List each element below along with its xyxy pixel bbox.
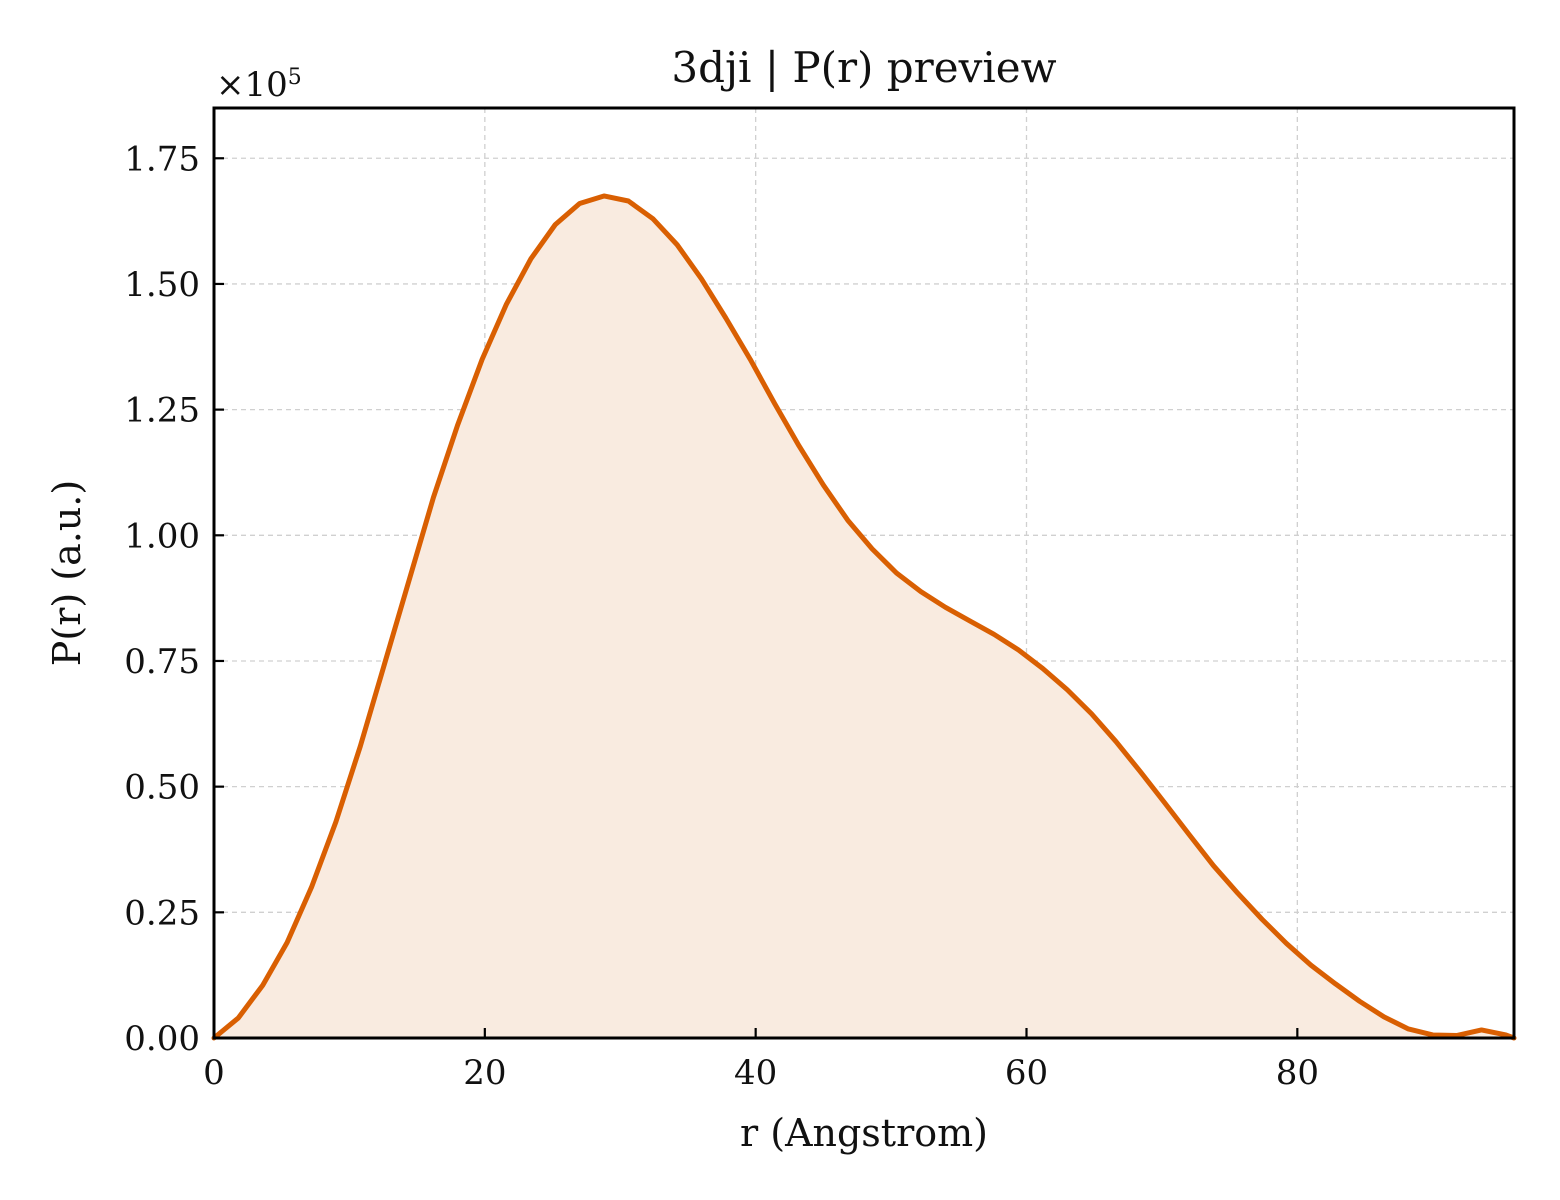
y-tick-label: 1.25: [124, 391, 200, 431]
y-tick-label: 1.50: [124, 265, 200, 305]
plot-layer: [214, 196, 1514, 1038]
y-axis-label: P(r) (a.u.): [45, 480, 89, 666]
y-tick-label: 0.50: [124, 768, 200, 808]
x-tick-label: 60: [1005, 1053, 1048, 1093]
y-offset-label: ×105: [216, 65, 302, 106]
x-tick-label: 20: [463, 1053, 506, 1093]
x-tick-label: 80: [1276, 1053, 1319, 1093]
y-offset-base: ×10: [216, 65, 288, 105]
y-tick-label: 1.75: [124, 139, 200, 179]
y-tick-label: 1.00: [124, 516, 200, 556]
y-tick-label: 0.25: [124, 893, 200, 933]
chart-title: 3dji | P(r) preview: [671, 43, 1056, 92]
y-tick-label: 0.75: [124, 642, 200, 682]
y-tick-label: 0.00: [124, 1019, 200, 1059]
pr-area-fill: [214, 196, 1514, 1038]
x-axis-label: r (Angstrom): [740, 1111, 988, 1155]
x-tick-label: 0: [203, 1053, 225, 1093]
x-tick-label: 40: [734, 1053, 777, 1093]
y-offset-exponent: 5: [288, 65, 302, 90]
